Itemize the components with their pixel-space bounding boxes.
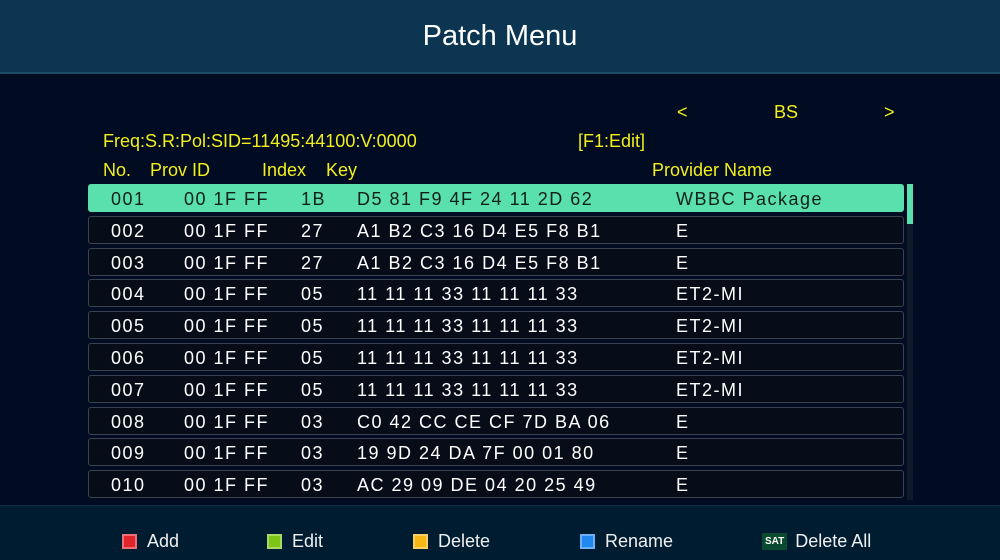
table-row[interactable]: 003 00 1F FF 27 A1 B2 C3 16 D4 E5 F8 B1 E	[88, 247, 904, 276]
row-index: 27	[301, 220, 325, 241]
footer-delete-button[interactable]: Delete	[413, 531, 490, 552]
footer-label: Rename	[605, 531, 674, 551]
footer-label: Delete	[438, 531, 491, 551]
row-key: A1 B2 C3 16 D4 E5 F8 B1	[357, 220, 602, 241]
col-index: Index	[262, 160, 307, 180]
prev-satellite-button[interactable]: <	[677, 102, 688, 122]
row-key: A1 B2 C3 16 D4 E5 F8 B1	[357, 252, 602, 273]
row-provider-name: ET2-MI	[676, 348, 745, 368]
red-key-icon	[122, 534, 137, 549]
row-no: 010	[111, 475, 146, 496]
header: Patch Menu	[0, 0, 1000, 74]
blue-key-icon	[580, 534, 595, 549]
row-no: 001	[111, 189, 146, 209]
row-provider-name: E	[676, 411, 690, 432]
row-key: 11 11 11 33 11 11 11 33	[357, 316, 579, 337]
row-prov-id: 00 1F FF	[184, 220, 270, 241]
row-provider-name: ET2-MI	[676, 316, 745, 337]
row-provider-name: ET2-MI	[676, 379, 745, 400]
row-key: AC 29 09 DE 04 20 25 49	[357, 475, 597, 496]
row-prov-id: 00 1F FF	[184, 316, 270, 337]
row-key: 11 11 11 33 11 11 11 33	[357, 379, 579, 400]
row-prov-id: 00 1F FF	[184, 189, 270, 209]
row-key: 11 11 11 33 11 11 11 33	[357, 348, 579, 368]
footer-edit-button[interactable]: Edit	[267, 531, 323, 552]
row-index: 05	[301, 348, 325, 368]
row-index: 05	[301, 284, 325, 305]
row-no: 008	[111, 411, 146, 432]
row-provider-name: E	[676, 252, 690, 273]
transponder-info: Freq:S.R:Pol:SID=11495:44100:V:0000	[103, 131, 417, 151]
row-no: 005	[111, 316, 146, 337]
row-no: 002	[111, 220, 146, 241]
table-row[interactable]: 007 00 1F FF 05 11 11 11 33 11 11 11 33 ET2-…	[88, 374, 904, 403]
footer-label: Add	[147, 531, 180, 551]
table-row[interactable]: 009 00 1F FF 03 19 9D 24 DA 7F 00 01 80 E	[88, 438, 904, 467]
next-satellite-button[interactable]: >	[884, 102, 895, 122]
col-no: No.	[103, 160, 132, 180]
row-prov-id: 00 1F FF	[184, 348, 270, 368]
sat-key-icon: SAT	[762, 533, 788, 550]
row-prov-id: 00 1F FF	[184, 252, 270, 273]
row-index: 05	[301, 379, 325, 400]
col-prov-id: Prov ID	[150, 160, 211, 180]
row-index: 03	[301, 475, 325, 496]
scrollbar-thumb[interactable]	[907, 184, 913, 224]
yellow-key-icon	[413, 534, 428, 549]
row-no: 009	[111, 443, 146, 464]
table-row[interactable]: 005 00 1F FF 05 11 11 11 33 11 11 11 33 ET2-…	[88, 311, 904, 340]
row-key: 19 9D 24 DA 7F 00 01 80	[357, 443, 595, 464]
row-no: 003	[111, 252, 146, 273]
col-provider-name: Provider Name	[652, 160, 773, 180]
footer-add-button[interactable]: Add	[122, 531, 179, 552]
footer-label: Delete All	[795, 531, 872, 551]
footer: Add Edit Delete Rename SAT Delete All	[0, 505, 1000, 560]
footer-delete-all-button[interactable]: SAT Delete All	[762, 531, 871, 552]
edit-hint: [F1:Edit]	[578, 131, 646, 151]
table-row[interactable]: 008 00 1F FF 03 C0 42 CC CE CF 7D BA 06 E	[88, 406, 904, 435]
row-no: 007	[111, 379, 146, 400]
footer-label: Edit	[292, 531, 324, 551]
table-row[interactable]: 006 00 1F FF 05 11 11 11 33 11 11 11 33 ET2-…	[88, 343, 904, 371]
row-index: 03	[301, 443, 325, 464]
row-index: 1B	[301, 189, 327, 209]
row-key: D5 81 F9 4F 24 11 2D 62	[357, 189, 594, 209]
row-provider-name: E	[676, 220, 690, 241]
footer-rename-button[interactable]: Rename	[580, 531, 673, 552]
table-row[interactable]: 002 00 1F FF 27 A1 B2 C3 16 D4 E5 F8 B1 E	[88, 215, 904, 244]
row-provider-name: ET2-MI	[676, 284, 745, 305]
row-prov-id: 00 1F FF	[184, 475, 270, 496]
row-provider-name: E	[676, 443, 690, 464]
row-key: C0 42 CC CE CF 7D BA 06	[357, 411, 611, 432]
row-provider-name: WBBC Package	[676, 189, 824, 209]
page-title: Patch Menu	[422, 19, 578, 52]
green-key-icon	[267, 534, 282, 549]
row-index: 05	[301, 316, 325, 337]
row-prov-id: 00 1F FF	[184, 411, 270, 432]
row-provider-name: E	[676, 475, 690, 496]
row-index: 27	[301, 252, 325, 273]
scrollbar[interactable]	[907, 184, 913, 500]
row-no: 006	[111, 348, 146, 368]
row-prov-id: 00 1F FF	[184, 443, 270, 464]
table-row[interactable]: 004 00 1F FF 05 11 11 11 33 11 11 11 33 ET2-…	[88, 279, 904, 308]
table-row[interactable]: 010 00 1F FF 03 AC 29 09 DE 04 20 25 49 E	[88, 470, 904, 499]
row-key: 11 11 11 33 11 11 11 33	[357, 284, 579, 305]
row-no: 004	[111, 284, 146, 305]
table-row[interactable]: 001 00 1F FF 1B D5 81 F9 4F 24 11 2D 62 WBBC…	[88, 184, 904, 212]
col-key: Key	[326, 160, 358, 180]
satellite-name: BS	[774, 102, 799, 122]
row-index: 03	[301, 411, 325, 432]
row-prov-id: 00 1F FF	[184, 284, 270, 305]
row-prov-id: 00 1F FF	[184, 379, 270, 400]
